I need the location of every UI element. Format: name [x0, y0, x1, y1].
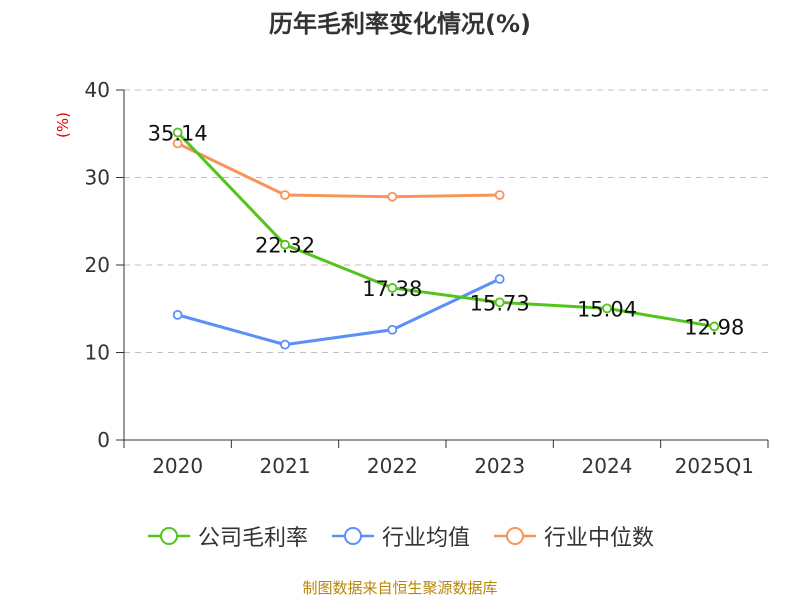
data-label-layer: 35.14 22.32 17.38 15.73 15.04 12.98: [148, 122, 745, 340]
legend-marker-industry-median: [494, 527, 536, 545]
y-tick-label: 20: [85, 253, 110, 277]
data-label: 35.14: [148, 122, 208, 146]
y-axis-label: (%): [54, 112, 72, 138]
data-point: [387, 283, 398, 293]
data-point: [172, 138, 183, 149]
data-point: [494, 297, 505, 308]
legend-item-industry-mean[interactable]: 行业均值: [330, 520, 470, 552]
x-tick-label: 2020: [152, 454, 203, 478]
data-label: 15.04: [577, 297, 637, 321]
legend-item-industry-median[interactable]: 行业中位数: [492, 520, 654, 552]
y-tick-label: 30: [85, 166, 110, 190]
legend-marker-company: [147, 527, 190, 545]
data-label: 15.73: [470, 291, 530, 315]
legend: 公司毛利率 行业均值 行业中位数: [0, 520, 800, 552]
series-line: [176, 131, 715, 328]
y-tick-label: 10: [85, 341, 110, 365]
chart-title: 历年毛利率变化情况(%): [269, 10, 531, 38]
data-point: [494, 274, 505, 284]
y-tick-label: 0: [97, 428, 110, 452]
data-point: [709, 321, 720, 332]
x-tick-label: 2025Q1: [675, 454, 754, 478]
data-point: [494, 190, 505, 200]
axis-layer: 0 10 20 30 40 2020 2021 2022 2023 2024 2025Q1 (%): [54, 78, 769, 478]
data-label: 12.98: [684, 315, 744, 339]
data-point: [280, 239, 290, 250]
data-label: 17.38: [362, 277, 422, 301]
legend-label-industry-median: 行业中位数: [544, 526, 655, 551]
series-line: [177, 142, 500, 199]
data-label: 22.32: [255, 234, 315, 258]
data-point: [387, 191, 398, 202]
y-tick-label: 40: [85, 78, 110, 102]
series-layer: [172, 127, 720, 350]
data-point: [602, 303, 612, 314]
data-point: [387, 324, 398, 335]
data-point: [280, 339, 290, 350]
legend-label-company: 公司毛利率: [197, 526, 308, 551]
legend-item-company[interactable]: 公司毛利率: [146, 520, 308, 552]
data-point: [280, 190, 290, 200]
x-tick-label: 2024: [582, 454, 633, 478]
data-point: [172, 309, 183, 320]
grid-layer: [124, 89, 768, 353]
legend-marker-industry-mean: [331, 527, 374, 545]
data-point: [172, 127, 183, 138]
x-tick-label: 2021: [260, 454, 311, 478]
x-tick-label: 2022: [367, 454, 418, 478]
x-tick-label: 2023: [474, 454, 525, 478]
legend-label-industry-mean: 行业均值: [381, 526, 470, 551]
source-note: 制图数据来自恒生聚源数据库: [302, 579, 498, 597]
series-line: [177, 277, 501, 347]
